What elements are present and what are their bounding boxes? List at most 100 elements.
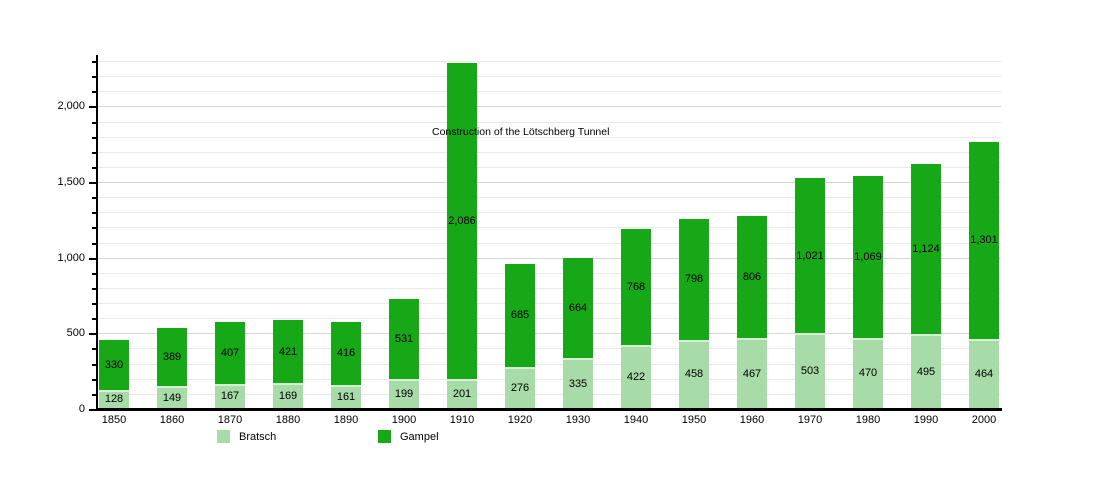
gridline (97, 363, 1001, 365)
gridline (97, 197, 1001, 199)
y-axis-tick (89, 257, 96, 260)
legend-entry-gampel: Gampel (378, 430, 439, 443)
bar-value-label: 407 (220, 346, 240, 359)
bar-value-label: 464 (974, 367, 994, 380)
bar-value-label: 2,086 (448, 214, 476, 227)
bar-segment-gampel-1940 (621, 228, 651, 346)
bar-segment-bratsch-1900 (389, 378, 419, 409)
bar-value-label: 470 (858, 367, 878, 380)
y-axis-tick (89, 182, 96, 185)
gridline (97, 151, 1001, 153)
x-tick-label-1870: 1870 (217, 414, 243, 426)
x-tick-label-1990: 1990 (913, 414, 939, 426)
y-tick-label: 1,500 (57, 176, 85, 189)
y-tick-label: 500 (66, 327, 85, 340)
gridline (97, 166, 1001, 168)
bar-value-label: 161 (336, 390, 356, 403)
bar-segment-gampel-1920 (505, 263, 535, 368)
bar-segment-bratsch-1880 (273, 383, 303, 409)
bar-value-label: 169 (278, 390, 298, 403)
bar-value-label: 199 (394, 387, 414, 400)
y-axis-tick (92, 363, 96, 366)
bar-segment-gampel-1970 (795, 178, 825, 333)
bar-value-label: 458 (684, 368, 704, 381)
y-axis-tick (92, 227, 96, 230)
bar-segment-gampel-1850 (99, 339, 129, 390)
legend-swatch-bratsch (217, 430, 230, 443)
bar-segment-bratsch-1940 (621, 345, 651, 409)
gridline (97, 227, 1001, 229)
bar-value-label: 335 (568, 377, 588, 390)
y-tick-label: 0 (78, 403, 85, 415)
bar-value-label: 128 (104, 393, 124, 406)
bar-value-label: 276 (510, 382, 530, 395)
bar-segment-gampel-1930 (563, 257, 593, 359)
y-axis-tick (92, 197, 96, 200)
y-axis-tick (92, 378, 96, 381)
gridline (97, 106, 1001, 108)
legend-entry-bratsch: Bratsch (217, 430, 276, 443)
x-tick-label-1960: 1960 (739, 414, 765, 426)
gridline (97, 318, 1001, 320)
bar-value-label: 503 (800, 364, 820, 377)
gridline (97, 333, 1001, 335)
x-tick-label-1880: 1880 (275, 414, 301, 426)
bar-value-label: 1,021 (796, 249, 824, 262)
x-tick-label-1950: 1950 (681, 414, 707, 426)
y-axis-tick (92, 393, 96, 396)
y-tick-label: 1,000 (57, 251, 85, 264)
bar-segment-bratsch-1990 (911, 334, 941, 409)
bar-value-label: 422 (626, 371, 646, 384)
gridline (97, 378, 1001, 380)
x-tick-label-1890: 1890 (333, 414, 359, 426)
y-axis-tick (92, 61, 96, 64)
y-axis-tick (92, 318, 96, 321)
gridline (97, 257, 1001, 259)
x-axis-line (96, 408, 1002, 411)
bar-value-label: 167 (220, 390, 240, 403)
legend-label-bratsch: Bratsch (239, 430, 277, 443)
annotation-lotschberg-tunnel: Construction of the Lötschberg Tunnel (432, 126, 610, 138)
y-axis-tick (89, 409, 96, 411)
y-axis-tick (92, 348, 96, 351)
x-tick-label-1850: 1850 (101, 414, 127, 426)
bar-value-label: 685 (510, 309, 530, 322)
bar-segment-gampel-1860 (157, 327, 187, 387)
bar-segment-gampel-1900 (389, 298, 419, 379)
gridline (97, 91, 1001, 93)
bar-value-label: 495 (916, 365, 936, 378)
bar-segment-bratsch-1930 (563, 358, 593, 409)
bar-segment-bratsch-1910 (447, 378, 477, 409)
bar-segment-bratsch-1870 (215, 383, 245, 409)
bar-value-label: 664 (568, 302, 588, 315)
gridline (97, 348, 1001, 350)
gridline (97, 272, 1001, 274)
x-tick-label-2000: 2000 (971, 414, 997, 426)
y-axis-line (96, 55, 98, 411)
bar-segment-bratsch-1970 (795, 332, 825, 409)
gridline (97, 61, 1001, 63)
bar-segment-gampel-1950 (679, 218, 709, 340)
gridline (97, 242, 1001, 244)
y-tick-label: 2,000 (57, 100, 85, 113)
bar-segment-gampel-1910 (447, 63, 477, 379)
gridline (97, 287, 1001, 289)
y-axis-tick (92, 303, 96, 306)
bar-value-label: 531 (394, 332, 414, 345)
bar-segment-gampel-1990 (911, 164, 941, 335)
y-axis-tick (92, 166, 96, 169)
bar-value-label: 149 (162, 391, 182, 404)
bar-segment-gampel-1880 (273, 319, 303, 384)
bar-segment-bratsch-1890 (331, 384, 361, 409)
y-axis-tick (89, 106, 96, 109)
bar-value-label: 389 (162, 351, 182, 364)
y-axis-tick (92, 272, 96, 275)
bar-segment-gampel-1890 (331, 321, 361, 385)
gridline (97, 182, 1001, 184)
x-tick-label-1920: 1920 (507, 414, 533, 426)
x-tick-label-1900: 1900 (391, 414, 417, 426)
y-axis-tick (92, 91, 96, 94)
gridline (97, 303, 1001, 305)
bar-segment-bratsch-1850 (99, 389, 129, 409)
